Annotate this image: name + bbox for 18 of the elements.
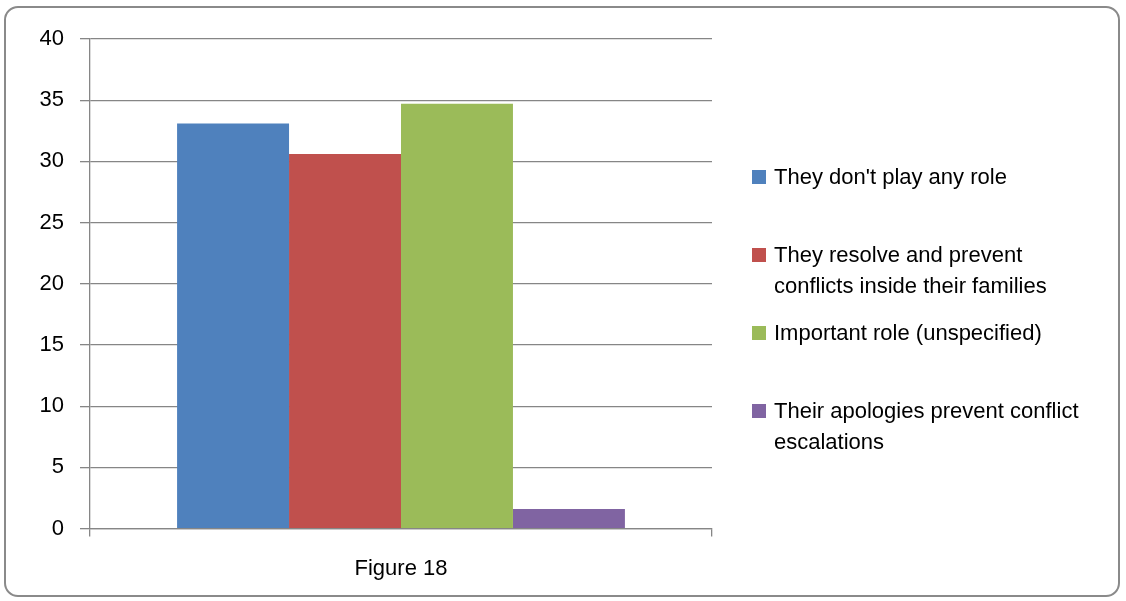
y-tick-label: 40 <box>39 25 64 51</box>
legend-label: Important role (unspecified) <box>774 319 1042 347</box>
x-tick-label: Figure 18 <box>354 554 448 580</box>
y-tick-label: 35 <box>39 86 64 112</box>
y-tick-label: 0 <box>51 514 64 540</box>
legend-label: They don't play any role <box>774 163 1007 191</box>
bar <box>289 154 401 528</box>
bar <box>401 103 513 528</box>
y-tick-label: 10 <box>39 392 64 418</box>
y-tick-label: 25 <box>39 208 64 234</box>
bar <box>512 509 625 528</box>
y-tick-label: 5 <box>51 453 64 479</box>
legend-label: Their apologies prevent conflict escalations <box>774 397 1080 456</box>
legend-label: They resolve and prevent conflicts inside their families <box>774 241 1048 300</box>
y-tick-label: 30 <box>39 147 64 173</box>
bar <box>177 123 290 528</box>
y-tick-label: 15 <box>39 331 64 357</box>
y-tick-label: 20 <box>39 269 64 295</box>
